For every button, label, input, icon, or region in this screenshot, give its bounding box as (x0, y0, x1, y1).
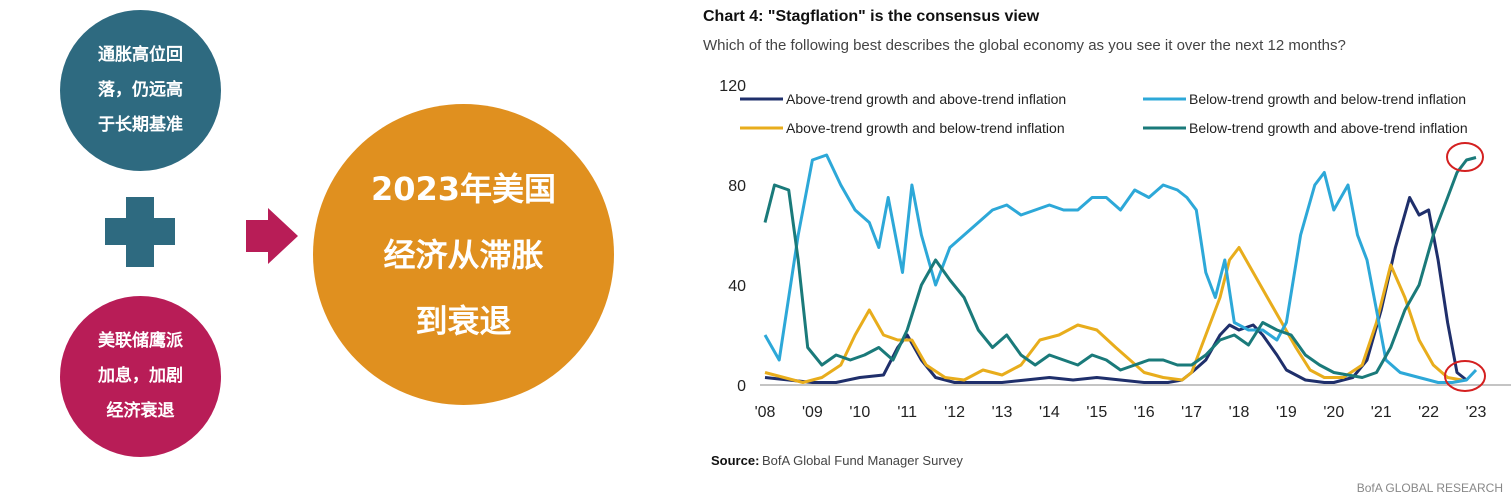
source-text: BofA Global Fund Manager Survey (762, 453, 963, 468)
inflation-circle-text: 通胀高位回 落，仍远高 于长期基准 (98, 45, 183, 135)
series-line-2 (764, 246, 1463, 384)
x-tick-label: '20 (1323, 404, 1344, 421)
source-label: Source: (711, 453, 759, 468)
x-tick-label: '14 (1039, 404, 1060, 421)
x-tick-label: '09 (802, 404, 823, 421)
x-tick-label: '21 (1371, 404, 1392, 421)
fed-circle: 美联储鹰派 加息，加剧 经济衰退 (60, 296, 221, 457)
fed-circle-text: 美联储鹰派 加息，加剧 经济衰退 (98, 331, 183, 421)
series-line-3 (763, 153, 1478, 384)
series-line-4 (763, 156, 1477, 379)
x-tick-label: '08 (755, 404, 776, 421)
brand-label: BofA GLOBAL RESEARCH (1357, 481, 1503, 495)
legend-label: Above-trend growth and above-trend infla… (786, 91, 1066, 107)
arrow-right-icon (246, 208, 298, 264)
chart-subtitle: Which of the following best describes th… (703, 37, 1346, 54)
y-tick-label: 40 (728, 278, 746, 295)
highlight-circle-top (1446, 142, 1484, 172)
x-tick-label: '12 (944, 404, 965, 421)
y-axis: 0 40 80 120 (719, 78, 746, 395)
inflation-circle: 通胀高位回 落，仍远高 于长期基准 (60, 10, 221, 171)
conclusion-circle: 2023年美国 经济从滞胀 到衰退 (313, 104, 614, 405)
highlight-circle-bottom (1444, 360, 1486, 392)
y-tick-label: 0 (737, 378, 746, 395)
y-tick-label: 120 (719, 78, 746, 95)
x-tick-label: '13 (992, 404, 1013, 421)
x-tick-label: '18 (1229, 404, 1250, 421)
chart-title: Chart 4: "Stagflation" is the consensus … (703, 8, 1040, 25)
x-tick-label: '16 (1134, 404, 1155, 421)
legend: Above-trend growth and above-trend infla… (740, 91, 1468, 136)
series-lines (763, 153, 1478, 384)
legend-label: Above-trend growth and below-trend infla… (786, 120, 1065, 136)
x-tick-label: '15 (1086, 404, 1107, 421)
x-axis: '08 '09 '10 '11 '12 '13 '14 '15 '16 '17 '18 '19 '20 '… (755, 404, 1487, 421)
conclusion-circle-text: 2023年美国 经济从滞胀 到衰退 (370, 169, 557, 340)
legend-label: Below-trend growth and above-trend infla… (1189, 120, 1468, 136)
x-tick-label: '11 (897, 404, 917, 421)
y-tick-label: 80 (728, 178, 746, 195)
x-tick-label: '19 (1276, 404, 1297, 421)
legend-label: Below-trend growth and below-trend infla… (1189, 91, 1466, 107)
x-tick-label: '22 (1418, 404, 1439, 421)
x-tick-label: '23 (1466, 404, 1487, 421)
x-tick-label: '17 (1181, 404, 1202, 421)
x-tick-label: '10 (849, 404, 870, 421)
